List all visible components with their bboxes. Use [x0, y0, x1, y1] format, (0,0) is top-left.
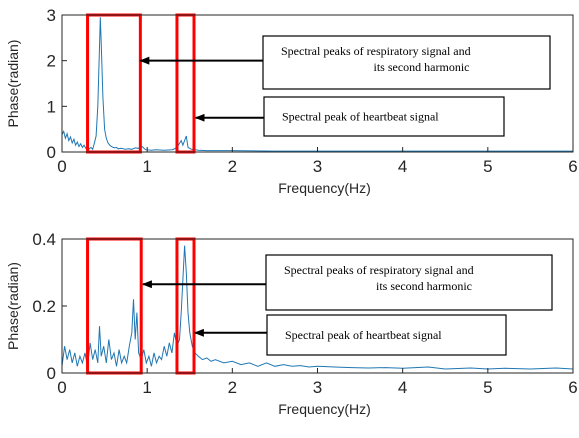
annotation-box [262, 35, 551, 90]
series-line-1 [61, 245, 574, 370]
x-tick-label: 2 [228, 157, 237, 176]
annotation-box [263, 96, 505, 137]
highlight-box-2 [175, 13, 196, 154]
highlight-box-1 [86, 13, 142, 154]
series-line-1 [61, 17, 573, 152]
x-tick-label: 3 [313, 157, 322, 176]
annotation-text: Spectral peaks of respiratory signal and [281, 44, 471, 58]
x-axis-label: Frequency(Hz) [278, 401, 371, 417]
annotation-text: Spectral peak of heartbeat signal [285, 328, 442, 342]
x-tick-label: 5 [483, 157, 492, 176]
annotation-box [265, 254, 553, 311]
annotation-text: Spectral peak of heartbeat signal [282, 110, 439, 124]
annotation-box [266, 314, 507, 356]
annotation-2: Spectral peak of heartbeat signal [194, 96, 505, 137]
x-axis-label: Frequency(Hz) [278, 180, 371, 196]
x-tick-label: 3 [313, 378, 322, 397]
x-tick-label: 6 [568, 157, 577, 176]
y-tick-label: 0.2 [32, 297, 56, 316]
chart-panel-1: 0 1 2 3 4 5 6 0 1 2 3 Frequency(Hz) Phase(radian) Spe… [5, 6, 578, 196]
x-tick-label: 6 [568, 378, 577, 397]
annotation-1: Spectral peaks of respiratory signal and… [141, 254, 553, 311]
y-axis-label: Phase(radian) [5, 262, 21, 350]
annotation-2: Spectral peak of heartbeat signal [193, 314, 507, 356]
y-tick-label: 0 [47, 364, 56, 383]
chart-panel-2: 0 1 2 3 4 5 6 0 0.2 0.4 Frequency(Hz) Phase(radian)… [5, 230, 578, 417]
annotation-text: its second harmonic [376, 279, 472, 293]
x-tick-label: 1 [142, 157, 151, 176]
y-tick-label: 1 [47, 97, 56, 116]
annotation-text: its second harmonic [374, 60, 470, 74]
x-tick-label: 4 [398, 378, 407, 397]
annotation-text: Spectral peaks of respiratory signal and [284, 263, 474, 277]
x-tick-label: 1 [142, 378, 151, 397]
x-tick-label: 5 [483, 378, 492, 397]
y-tick-label: 2 [47, 52, 56, 71]
y-axis-label: Phase(radian) [5, 40, 21, 128]
x-tick-label: 0 [57, 157, 66, 176]
y-tick-label: 3 [47, 6, 56, 25]
y-tick-label: 0.4 [32, 230, 56, 249]
y-tick-label: 0 [47, 143, 56, 162]
x-tick-label: 4 [398, 157, 407, 176]
x-tick-label: 0 [57, 378, 66, 397]
annotation-1: Spectral peaks of respiratory signal and… [139, 35, 551, 90]
x-tick-label: 2 [228, 378, 237, 397]
